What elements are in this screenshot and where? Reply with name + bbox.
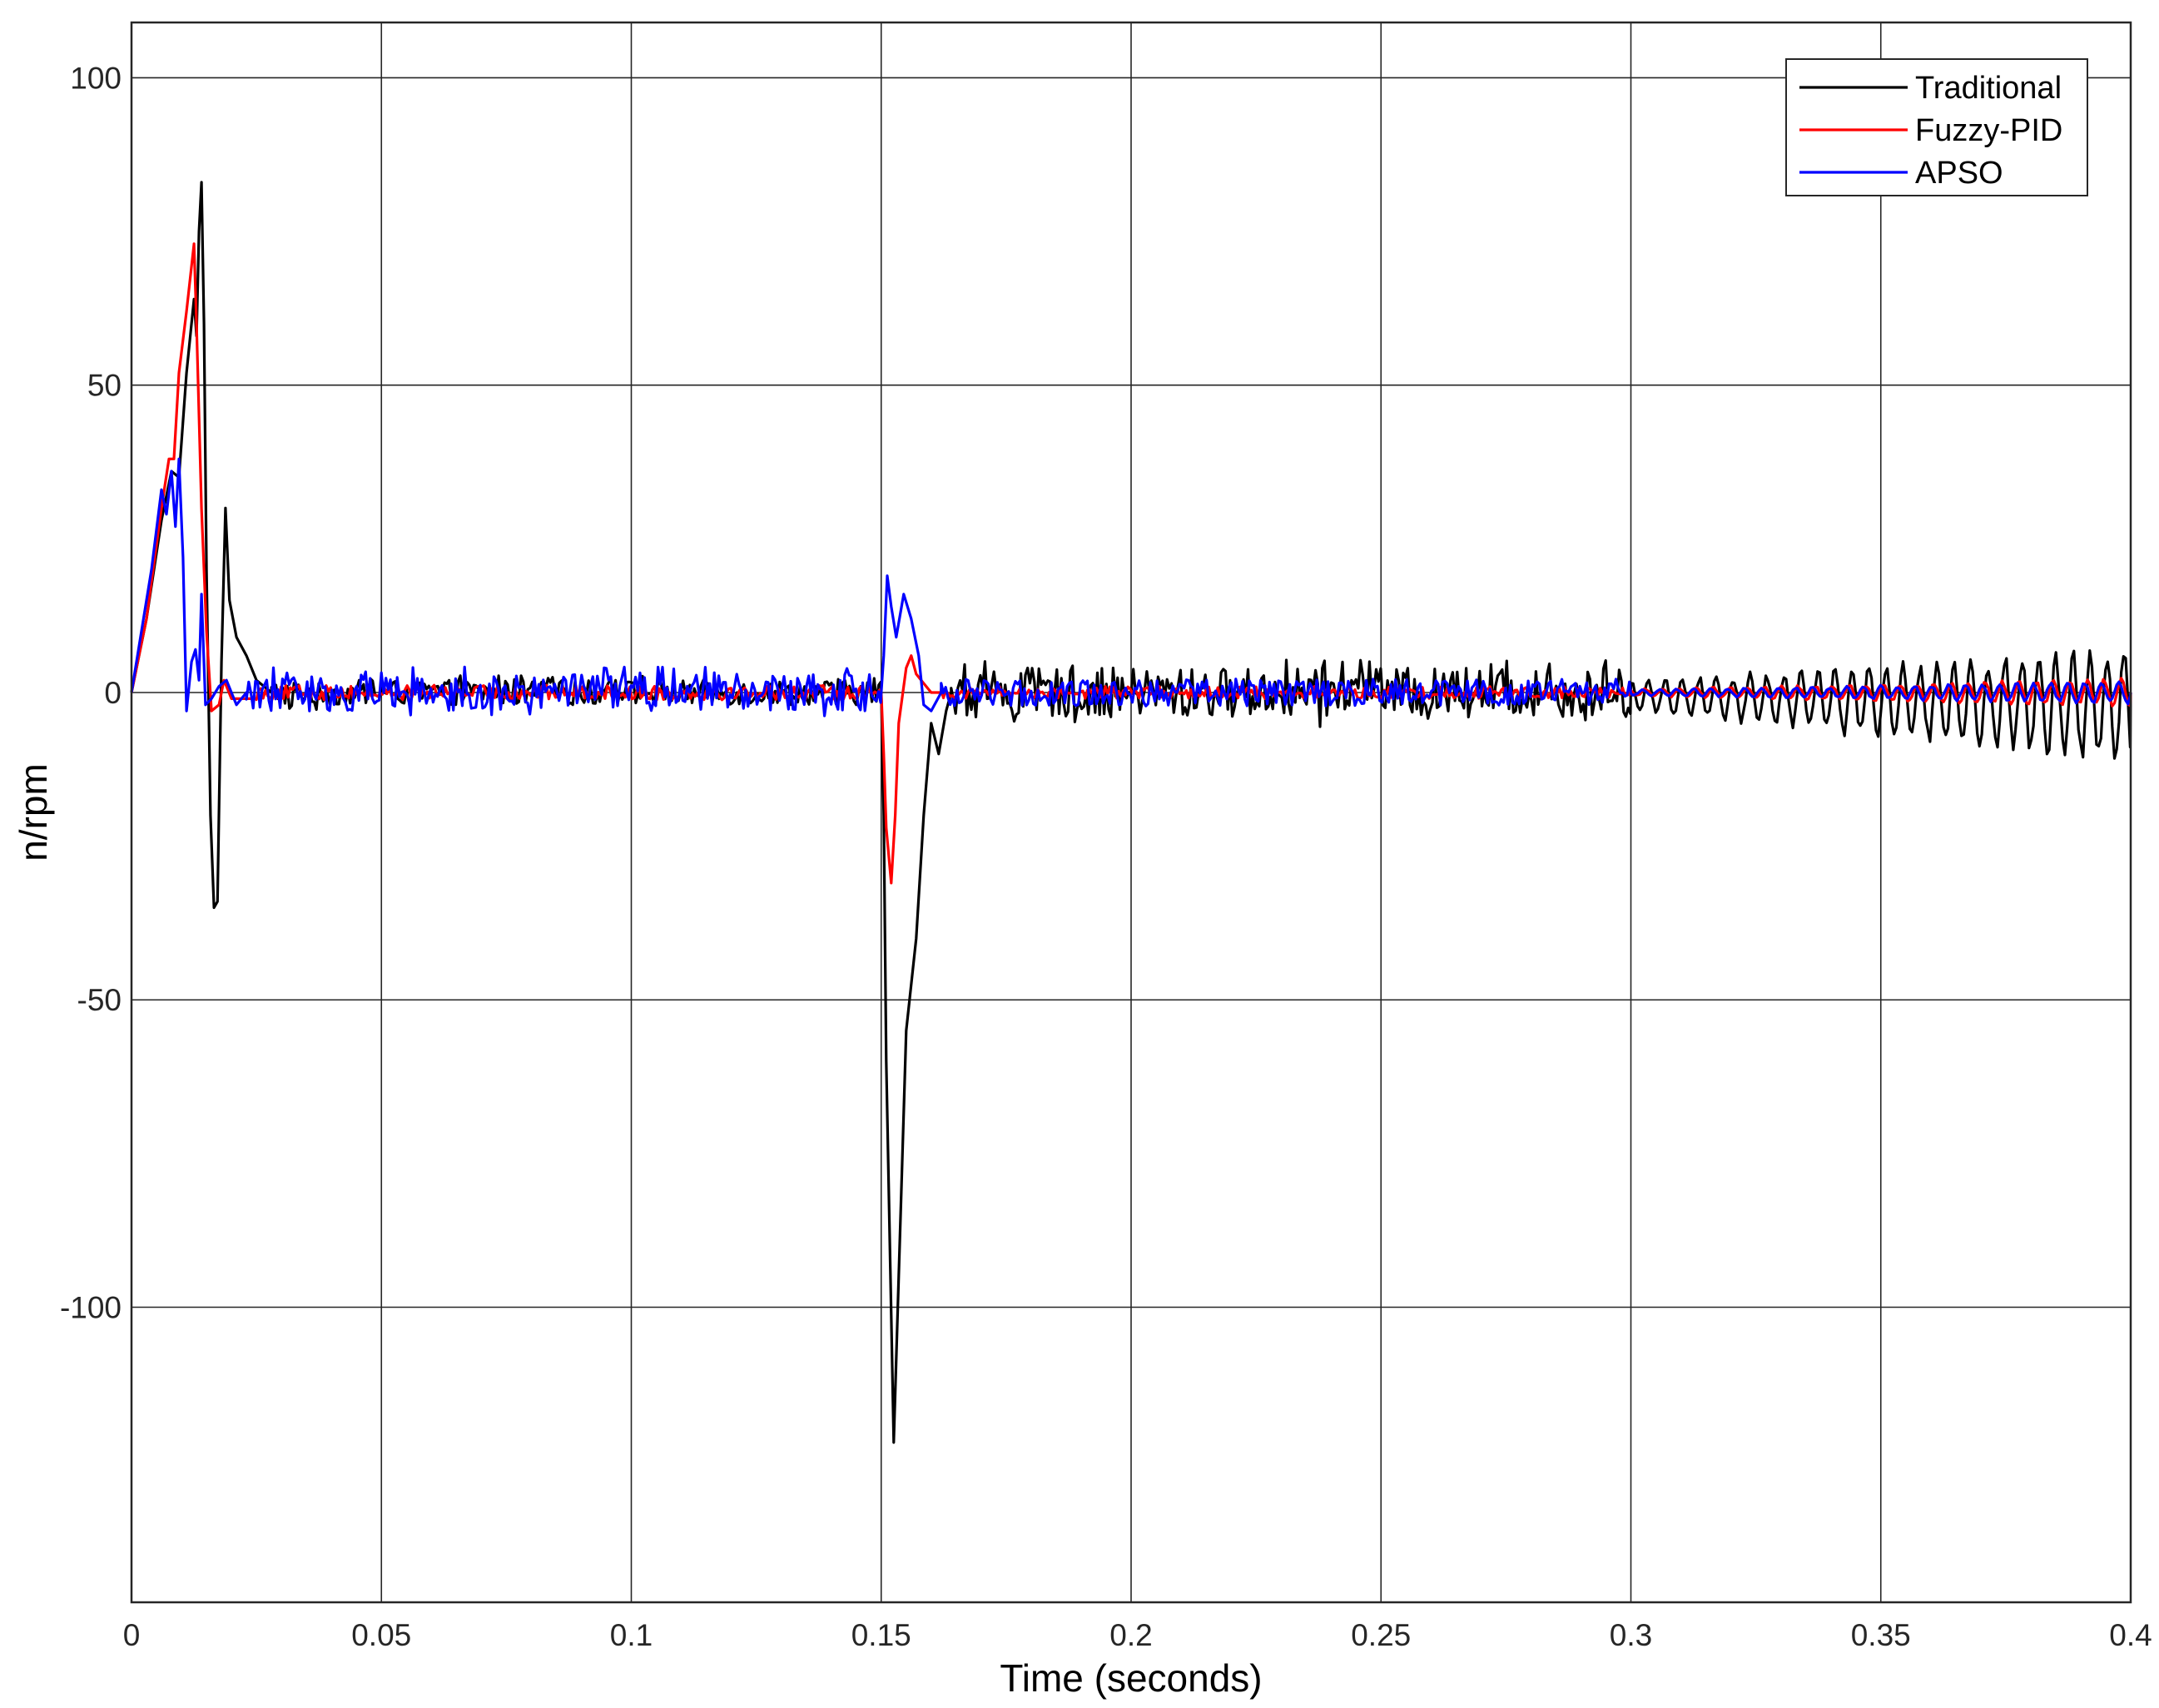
- x-tick-label: 0.05: [351, 1618, 411, 1652]
- x-tick-label: 0.35: [1851, 1618, 1911, 1652]
- x-tick-label: 0.1: [610, 1618, 653, 1652]
- x-tick-label: 0.4: [2109, 1618, 2152, 1652]
- series-lines: [130, 181, 2132, 1444]
- y-tick-label: 100: [70, 61, 122, 95]
- y-tick-label: -100: [60, 1291, 122, 1325]
- x-axis-label: Time (seconds): [1000, 1656, 1262, 1700]
- x-tick-label: 0.3: [1610, 1618, 1652, 1652]
- legend: Traditional Fuzzy-PID APSO: [1785, 58, 2088, 196]
- y-axis-label: n/rpm: [12, 763, 55, 861]
- y-tick-label: 50: [87, 369, 122, 403]
- y-tick-label: 0: [104, 676, 122, 710]
- legend-label: APSO: [1915, 156, 2003, 191]
- legend-label: Fuzzy-PID: [1915, 113, 2062, 148]
- tick-labels: 0 0.05 0.1 0.15 0.2 0.25 0.3 0.35 0.4 100 50 0 -50 -1…: [60, 61, 2152, 1652]
- y-tick-label: -50: [77, 983, 122, 1017]
- series-line-apso: [130, 457, 2132, 717]
- legend-label: Traditional: [1915, 71, 2062, 106]
- x-tick-label: 0: [123, 1618, 141, 1652]
- x-tick-label: 0.2: [1109, 1618, 1152, 1652]
- x-tick-label: 0.15: [851, 1618, 911, 1652]
- x-tick-label: 0.25: [1351, 1618, 1411, 1652]
- plot-frame: [130, 21, 2132, 1604]
